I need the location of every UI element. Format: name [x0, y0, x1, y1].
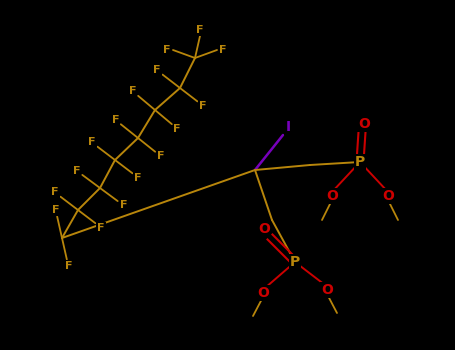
Text: F: F — [173, 124, 181, 134]
Text: O: O — [321, 283, 333, 297]
Text: O: O — [257, 286, 269, 300]
Text: O: O — [326, 189, 338, 203]
Text: P: P — [290, 255, 300, 269]
Text: P: P — [355, 155, 365, 169]
Text: F: F — [52, 205, 59, 215]
Text: F: F — [134, 173, 142, 183]
Text: F: F — [219, 45, 227, 55]
Text: F: F — [111, 115, 119, 125]
Text: I: I — [285, 120, 291, 134]
Text: F: F — [51, 188, 59, 197]
Text: O: O — [382, 189, 394, 203]
Text: F: F — [88, 138, 96, 147]
Text: F: F — [163, 45, 171, 55]
Text: F: F — [97, 223, 105, 232]
Text: O: O — [358, 117, 370, 131]
Text: O: O — [258, 222, 270, 236]
Text: F: F — [65, 261, 72, 271]
Text: F: F — [73, 166, 81, 176]
Text: F: F — [196, 25, 204, 35]
Text: F: F — [153, 65, 161, 75]
Text: F: F — [120, 200, 127, 210]
Text: F: F — [157, 151, 164, 161]
Text: F: F — [199, 101, 207, 111]
Text: F: F — [129, 86, 136, 96]
